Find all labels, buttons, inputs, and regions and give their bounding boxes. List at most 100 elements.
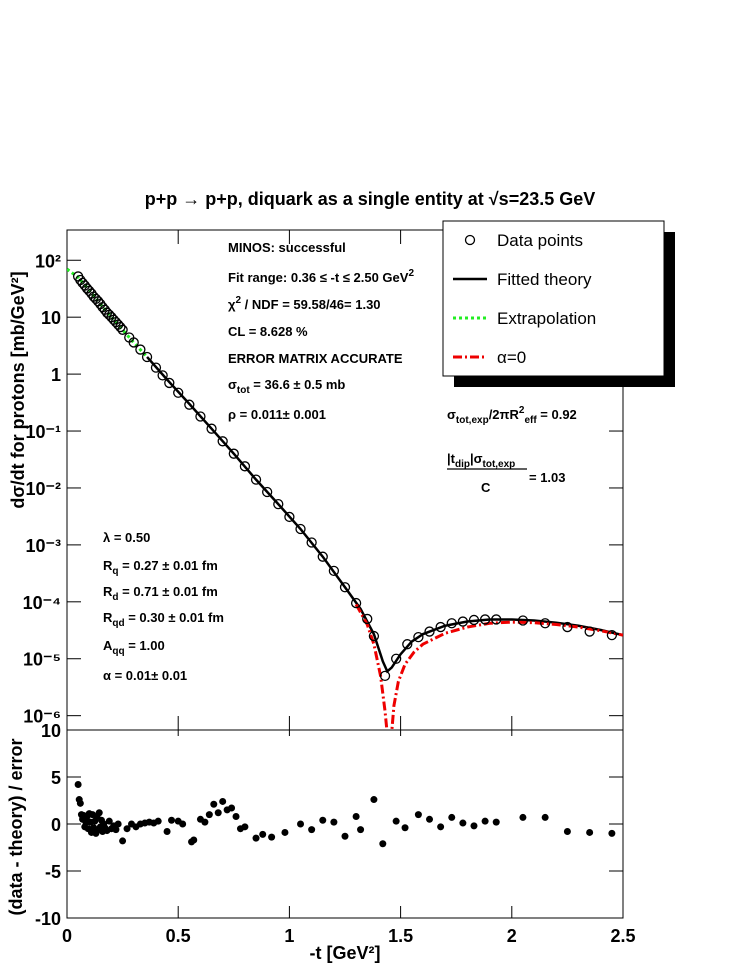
data-point xyxy=(273,498,284,510)
data-point xyxy=(491,614,502,625)
residual-point xyxy=(268,833,276,841)
annotation-part: R xyxy=(103,610,113,625)
annotation-part: /2πR xyxy=(489,407,520,422)
data-point xyxy=(184,399,195,410)
annotation-part: = 0.27 ± 0.01 fm xyxy=(119,558,218,573)
residual-point xyxy=(259,830,267,838)
annotation-part: = 0.30 ± 0.01 fm xyxy=(125,610,224,625)
data-point xyxy=(284,511,295,523)
residual-point xyxy=(205,811,213,819)
y-tick-label: 10² xyxy=(35,251,61,271)
residual-point xyxy=(114,820,122,828)
data-point xyxy=(562,621,573,633)
residual-point xyxy=(214,809,222,817)
residual-point xyxy=(210,800,218,808)
residual-point xyxy=(95,809,103,817)
y-tick-label: 10 xyxy=(41,308,61,328)
residual-point xyxy=(586,828,594,836)
data-point xyxy=(368,630,380,642)
legend-marker xyxy=(464,234,476,246)
data-point xyxy=(306,537,317,548)
residual-point xyxy=(370,796,378,804)
data-point xyxy=(391,653,402,664)
data-point xyxy=(150,362,162,373)
data-point xyxy=(115,321,126,333)
data-point xyxy=(239,461,251,472)
annotation-part: / NDF = 59.58/46= 1.30 xyxy=(241,297,380,312)
y-tick-label: 0 xyxy=(51,815,61,835)
residual-point xyxy=(252,834,260,842)
annotation: C xyxy=(481,480,491,495)
annotation-part: d xyxy=(112,592,118,603)
residual-point xyxy=(119,837,127,845)
annotation-part: = 0.92 xyxy=(537,407,577,422)
annotation-part: 2 xyxy=(519,405,525,416)
data-point xyxy=(379,670,391,682)
annotation: Aqq = 1.00 xyxy=(103,638,165,657)
y-tick-label: 10⁻⁴ xyxy=(23,593,61,613)
residual-point xyxy=(163,828,171,836)
annotation: ERROR MATRIX ACCURATE xyxy=(228,351,403,366)
data-point xyxy=(517,615,529,626)
y-tick-label: 1 xyxy=(51,365,61,385)
curve xyxy=(354,603,623,730)
residual-point xyxy=(608,829,616,837)
annotation: ρ = 0.011± 0.001 xyxy=(228,407,326,422)
data-point xyxy=(228,448,239,459)
residual-point xyxy=(426,815,434,823)
y-tick-label: -5 xyxy=(45,862,61,882)
y-tick-label: 10⁻³ xyxy=(25,536,61,556)
annotation-part: = 1.03 xyxy=(529,470,566,485)
annotation: λ = 0.50 xyxy=(103,530,150,545)
annotation-part: A xyxy=(103,638,113,653)
annotation-part: R xyxy=(103,558,113,573)
y-tick-label: 10⁻⁶ xyxy=(23,707,61,727)
data-point xyxy=(295,523,306,535)
annotation: CL = 8.628 % xyxy=(228,324,308,339)
x-tick-label: 0 xyxy=(62,926,72,946)
x-axis-label: -t [GeV²] xyxy=(310,943,381,963)
residual-point xyxy=(154,817,162,825)
residual-point xyxy=(481,817,489,825)
y-tick-label: 10 xyxy=(41,721,61,741)
annotation: Rq = 0.27 ± 0.01 fm xyxy=(103,558,218,577)
annotation-part: C xyxy=(481,480,491,495)
data-point xyxy=(135,344,146,355)
annotation: Rd = 0.71 ± 0.01 fm xyxy=(103,584,218,603)
residual-point xyxy=(201,818,209,826)
residual-point xyxy=(281,828,289,836)
data-point xyxy=(128,337,139,348)
plot-area xyxy=(67,267,623,730)
annotation-part: α = 0.01± 0.01 xyxy=(103,668,187,683)
residual-point xyxy=(357,826,365,834)
annotation-part: dip xyxy=(455,459,470,470)
data-point xyxy=(339,582,351,593)
annotation-part: 2 xyxy=(235,295,241,306)
data-point xyxy=(606,629,618,641)
data-point xyxy=(540,618,551,629)
annotation-part: tot xyxy=(237,385,250,396)
data-point xyxy=(317,551,328,562)
residual-point xyxy=(308,826,316,834)
annotation-part: Fit range: 0.36 ≤ -t ≤ 2.50 GeV xyxy=(228,270,409,285)
residual-point xyxy=(437,823,445,831)
data-point xyxy=(362,613,373,625)
y-tick-label: -10 xyxy=(35,909,61,929)
data-point xyxy=(117,324,128,335)
y-axis-label: (data - theory) / error xyxy=(6,738,26,915)
data-point xyxy=(141,351,153,363)
annotation-part: |t xyxy=(447,451,456,466)
data-point xyxy=(402,639,413,650)
x-tick-label: 0.5 xyxy=(166,926,191,946)
annotation-part: σ xyxy=(447,407,456,422)
residual-point xyxy=(74,781,82,789)
curve xyxy=(67,267,149,358)
x-tick-label: 1 xyxy=(284,926,294,946)
residual-point xyxy=(232,812,240,820)
annotation-part: CL = 8.628 % xyxy=(228,324,308,339)
residual-point xyxy=(459,819,467,827)
legend-label: Data points xyxy=(497,231,583,250)
data-point xyxy=(157,370,168,381)
residual-point xyxy=(123,825,131,833)
legend-label: Fitted theory xyxy=(497,270,592,289)
